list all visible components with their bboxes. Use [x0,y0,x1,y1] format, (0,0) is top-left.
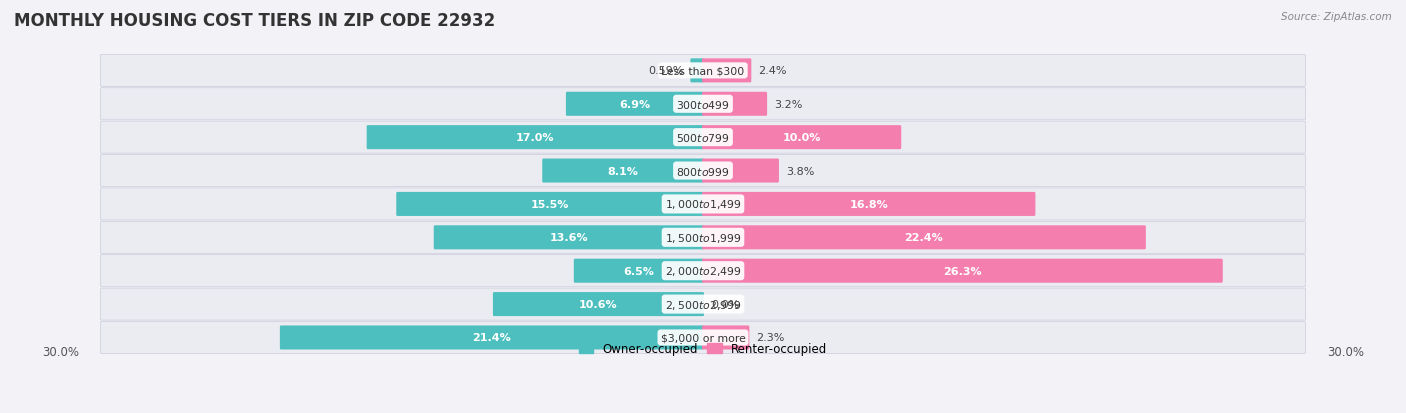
FancyBboxPatch shape [702,192,1035,216]
FancyBboxPatch shape [100,322,1306,354]
Text: 26.3%: 26.3% [943,266,981,276]
Text: $1,500 to $1,999: $1,500 to $1,999 [665,231,741,244]
Text: $2,500 to $2,999: $2,500 to $2,999 [665,298,741,311]
FancyBboxPatch shape [702,326,749,350]
FancyBboxPatch shape [280,326,704,350]
FancyBboxPatch shape [100,55,1306,87]
FancyBboxPatch shape [702,93,768,116]
FancyBboxPatch shape [396,192,704,216]
Text: 10.0%: 10.0% [783,133,821,143]
Text: 0.0%: 0.0% [711,299,740,309]
Text: 13.6%: 13.6% [550,233,588,243]
Text: $800 to $999: $800 to $999 [676,165,730,177]
Legend: Owner-occupied, Renter-occupied: Owner-occupied, Renter-occupied [574,337,832,360]
Text: 6.9%: 6.9% [620,100,651,109]
Text: 0.59%: 0.59% [648,66,683,76]
Text: MONTHLY HOUSING COST TIERS IN ZIP CODE 22932: MONTHLY HOUSING COST TIERS IN ZIP CODE 2… [14,12,495,30]
FancyBboxPatch shape [100,155,1306,187]
FancyBboxPatch shape [543,159,704,183]
FancyBboxPatch shape [702,226,1146,250]
Text: 10.6%: 10.6% [579,299,617,309]
Text: $300 to $499: $300 to $499 [676,99,730,111]
FancyBboxPatch shape [702,126,901,150]
FancyBboxPatch shape [100,188,1306,221]
Text: $1,000 to $1,499: $1,000 to $1,499 [665,198,741,211]
Text: 8.1%: 8.1% [607,166,638,176]
FancyBboxPatch shape [702,259,1223,283]
FancyBboxPatch shape [100,288,1306,320]
Text: 3.2%: 3.2% [775,100,803,109]
FancyBboxPatch shape [433,226,704,250]
FancyBboxPatch shape [574,259,704,283]
Text: 6.5%: 6.5% [623,266,654,276]
FancyBboxPatch shape [690,59,704,83]
FancyBboxPatch shape [494,292,704,316]
Text: 17.0%: 17.0% [516,133,554,143]
Text: 21.4%: 21.4% [472,333,512,343]
FancyBboxPatch shape [702,59,751,83]
Text: $2,000 to $2,499: $2,000 to $2,499 [665,265,741,278]
Text: 2.4%: 2.4% [758,66,787,76]
FancyBboxPatch shape [367,126,704,150]
FancyBboxPatch shape [100,255,1306,287]
Text: 22.4%: 22.4% [904,233,943,243]
Text: 3.8%: 3.8% [786,166,814,176]
FancyBboxPatch shape [100,222,1306,254]
Text: 30.0%: 30.0% [42,345,79,358]
Text: $500 to $799: $500 to $799 [676,132,730,144]
Text: 2.3%: 2.3% [756,333,785,343]
FancyBboxPatch shape [565,93,704,116]
Text: $3,000 or more: $3,000 or more [661,333,745,343]
Text: 16.8%: 16.8% [849,199,889,209]
Text: 30.0%: 30.0% [1327,345,1364,358]
Text: Less than $300: Less than $300 [661,66,745,76]
Text: Source: ZipAtlas.com: Source: ZipAtlas.com [1281,12,1392,22]
FancyBboxPatch shape [100,88,1306,121]
Text: 15.5%: 15.5% [531,199,569,209]
FancyBboxPatch shape [702,159,779,183]
FancyBboxPatch shape [100,122,1306,154]
